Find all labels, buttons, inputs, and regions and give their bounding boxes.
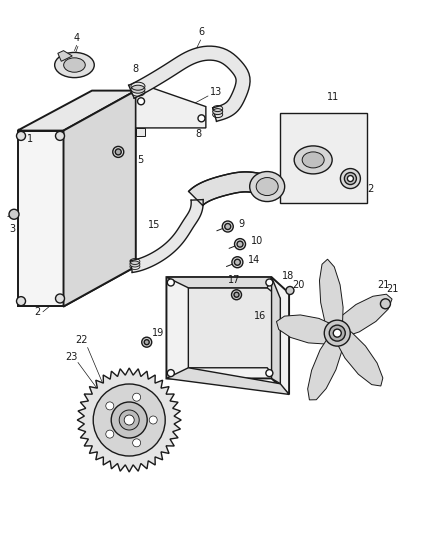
Circle shape xyxy=(286,286,294,295)
Circle shape xyxy=(9,209,19,219)
Circle shape xyxy=(381,299,390,309)
Polygon shape xyxy=(58,51,72,61)
Circle shape xyxy=(17,132,25,140)
Circle shape xyxy=(113,147,124,157)
Text: 6: 6 xyxy=(198,27,205,37)
Circle shape xyxy=(56,294,64,303)
Circle shape xyxy=(340,168,360,189)
Circle shape xyxy=(106,402,114,410)
Circle shape xyxy=(329,325,345,341)
Polygon shape xyxy=(188,288,280,384)
Circle shape xyxy=(266,369,273,377)
Circle shape xyxy=(324,320,350,346)
FancyBboxPatch shape xyxy=(280,113,367,203)
Ellipse shape xyxy=(250,172,285,201)
Text: 2: 2 xyxy=(34,307,40,317)
Circle shape xyxy=(138,98,145,105)
Circle shape xyxy=(167,369,174,377)
Text: 8: 8 xyxy=(133,63,139,74)
Text: 15: 15 xyxy=(148,220,160,230)
Circle shape xyxy=(106,430,114,438)
Circle shape xyxy=(124,415,134,425)
Polygon shape xyxy=(319,259,343,338)
Polygon shape xyxy=(18,131,64,306)
Circle shape xyxy=(144,340,149,345)
Text: 20: 20 xyxy=(292,280,304,290)
Polygon shape xyxy=(332,294,392,337)
Text: 4: 4 xyxy=(74,33,80,43)
Ellipse shape xyxy=(130,261,140,267)
Circle shape xyxy=(234,239,246,249)
Text: 11: 11 xyxy=(327,92,339,102)
Polygon shape xyxy=(276,315,342,344)
Polygon shape xyxy=(334,326,383,386)
Circle shape xyxy=(17,297,25,305)
Ellipse shape xyxy=(294,146,332,174)
Circle shape xyxy=(234,259,240,265)
Text: 18: 18 xyxy=(282,271,294,281)
Polygon shape xyxy=(129,46,250,122)
Ellipse shape xyxy=(64,58,85,72)
Polygon shape xyxy=(166,277,289,394)
Circle shape xyxy=(133,439,141,447)
Circle shape xyxy=(333,329,341,337)
Circle shape xyxy=(115,149,121,155)
Circle shape xyxy=(133,393,141,401)
Polygon shape xyxy=(166,368,289,394)
Circle shape xyxy=(344,173,357,184)
Circle shape xyxy=(232,257,243,268)
Circle shape xyxy=(119,410,139,430)
Circle shape xyxy=(111,402,147,438)
Polygon shape xyxy=(189,172,283,206)
Text: 21: 21 xyxy=(377,280,389,290)
Text: 14: 14 xyxy=(248,255,261,264)
Text: 16: 16 xyxy=(254,311,266,320)
Polygon shape xyxy=(77,368,181,472)
Circle shape xyxy=(347,175,353,182)
Circle shape xyxy=(225,223,231,230)
Circle shape xyxy=(237,241,243,247)
Text: 9: 9 xyxy=(239,219,245,229)
Polygon shape xyxy=(166,277,272,288)
Polygon shape xyxy=(64,91,136,306)
Polygon shape xyxy=(131,199,203,272)
Circle shape xyxy=(56,132,64,140)
Circle shape xyxy=(142,337,152,347)
Text: 21: 21 xyxy=(386,284,399,294)
Circle shape xyxy=(149,416,157,424)
Circle shape xyxy=(234,292,239,297)
Text: 8: 8 xyxy=(195,128,201,139)
Polygon shape xyxy=(307,328,343,400)
Text: 10: 10 xyxy=(251,237,263,246)
Circle shape xyxy=(232,290,241,300)
Text: 13: 13 xyxy=(210,87,223,96)
Ellipse shape xyxy=(213,109,223,115)
Ellipse shape xyxy=(302,152,324,168)
Ellipse shape xyxy=(131,85,145,93)
Polygon shape xyxy=(272,277,280,384)
Text: 12: 12 xyxy=(363,184,375,193)
Circle shape xyxy=(222,221,233,232)
Circle shape xyxy=(198,115,205,122)
Text: 19: 19 xyxy=(152,328,165,338)
Ellipse shape xyxy=(55,52,94,78)
Text: 1: 1 xyxy=(27,134,33,143)
Text: 22: 22 xyxy=(76,335,88,345)
Circle shape xyxy=(167,279,174,286)
Circle shape xyxy=(266,279,273,286)
Circle shape xyxy=(93,384,165,456)
Text: 23: 23 xyxy=(65,352,77,362)
Polygon shape xyxy=(136,85,206,128)
Ellipse shape xyxy=(256,177,278,196)
Text: 5: 5 xyxy=(137,155,143,165)
Text: 17: 17 xyxy=(228,275,240,285)
Text: 3: 3 xyxy=(9,224,15,234)
Polygon shape xyxy=(18,91,136,131)
Polygon shape xyxy=(136,128,145,136)
